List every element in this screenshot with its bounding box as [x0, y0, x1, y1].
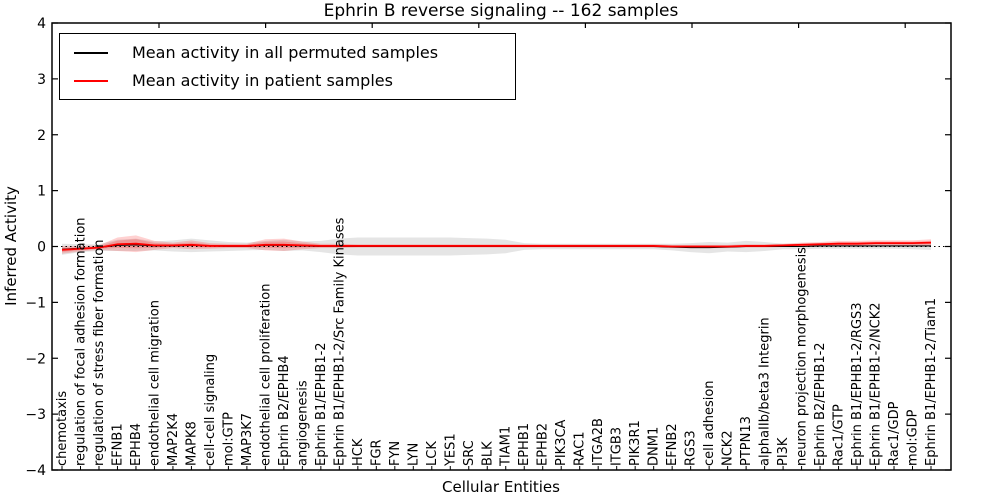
x-tick-label: YES1 — [443, 433, 458, 467]
legend-entry-permuted: Mean activity in all permuted samples — [60, 43, 515, 62]
y-tick-label: −4 — [25, 463, 46, 479]
x-tick-label: chemotaxis — [55, 391, 70, 466]
x-tick-label: Ephrin B1/EPHB1-2/Src Family Kinases — [332, 217, 347, 466]
legend: Mean activity in all permuted samples Me… — [59, 33, 516, 100]
x-tick-label: SRC — [462, 440, 477, 466]
x-axis-label: Cellular Entities — [442, 478, 560, 496]
x-tick-label: FGR — [369, 439, 384, 466]
x-tick-label: endothelial cell migration — [147, 300, 162, 466]
x-tick-label: neuron projection morphogenesis — [795, 247, 810, 466]
x-tick-label: MAP2K4 — [166, 413, 181, 466]
x-tick-label: Ephrin B1/EPHB1-2/Tiam1 — [924, 298, 939, 466]
x-tick-label: mol:GTP — [221, 412, 236, 466]
x-tick-label: EPHB1 — [517, 423, 532, 466]
x-tick-label: endothelial cell proliferation — [258, 284, 273, 467]
x-tick-label: regulation of stress fiber formation — [92, 239, 107, 466]
mean-line-series-1 — [61, 241, 932, 251]
x-tick-label: PIK3CA — [554, 419, 569, 466]
x-tick-label: BLK — [480, 441, 495, 466]
x-tick-label: NCK2 — [721, 430, 736, 466]
x-tick-label: LCK — [425, 441, 440, 466]
y-tick-label: 2 — [37, 128, 46, 144]
x-tick-label: LYN — [406, 443, 421, 466]
x-tick-label: PI3K — [776, 437, 791, 466]
legend-label-permuted: Mean activity in all permuted samples — [132, 43, 439, 62]
legend-label-patient: Mean activity in patient samples — [132, 71, 393, 90]
x-tick-label: ITGB3 — [610, 427, 625, 466]
x-tick-label: MAPK8 — [184, 421, 199, 466]
chart-title: Ephrin B reverse signaling -- 162 sample… — [324, 1, 679, 21]
y-tick-label: 1 — [37, 184, 46, 200]
y-tick-label: 0 — [37, 240, 46, 256]
x-tick-label: EPHB2 — [536, 423, 551, 466]
x-tick-label: DNM1 — [647, 427, 662, 466]
legend-line-red-icon — [74, 79, 108, 82]
x-tick-label: EFNB2 — [665, 423, 680, 466]
x-tick-label: Ephrin B1/EPHB1-2/NCK2 — [869, 302, 884, 466]
x-tick-label: Ephrin B2/EPHB1-2 — [813, 342, 828, 466]
y-tick-label: −1 — [25, 295, 46, 311]
x-tick-label: ITGA2B — [591, 418, 606, 466]
x-tick-label: regulation of focal adhesion formation — [73, 217, 88, 466]
legend-entry-patient: Mean activity in patient samples — [60, 71, 515, 90]
x-tick-label: cell-cell signaling — [203, 354, 218, 466]
x-tick-label: Ephrin B1/EPHB1-2/RGS3 — [850, 302, 865, 466]
x-tick-label: PTPN13 — [739, 416, 754, 466]
y-tick-label: 3 — [37, 72, 46, 88]
y-tick-label: −3 — [25, 407, 46, 423]
x-tick-label: EPHB4 — [129, 423, 144, 466]
x-tick-label: Rac1/GDP — [887, 401, 902, 466]
x-tick-label: PIK3R1 — [628, 420, 643, 466]
x-tick-label: alphaIIb/beta3 Integrin — [758, 317, 773, 466]
x-tick-label: RAC1 — [573, 431, 588, 466]
x-tick-label: mol:GDP — [906, 409, 921, 466]
x-tick-label: Ephrin B2/EPHB4 — [277, 355, 292, 466]
x-tick-label: cell adhesion — [702, 380, 717, 466]
x-tick-label: FYN — [388, 441, 403, 466]
band-series-1 — [62, 235, 931, 254]
x-tick-label: angiogenesis — [295, 380, 310, 466]
x-tick-label: RGS3 — [684, 430, 699, 466]
x-tick-label: EFNB1 — [110, 423, 125, 466]
legend-line-black-icon — [74, 51, 108, 54]
y-tick-label: −2 — [25, 351, 46, 367]
x-tick-label: MAP3K7 — [240, 413, 255, 466]
x-tick-label: Rac1/GTP — [832, 404, 847, 466]
plot-area: 4 3 2 1 0 −1 −2 −3 −4 chemotaxis regulation of foc… — [25, 16, 952, 479]
x-tick-label: Ephrin B1/EPHB1-2 — [314, 342, 329, 466]
x-tick-label: TIAM1 — [499, 426, 514, 467]
x-tick-label: HCK — [351, 438, 366, 466]
y-axis-label: Inferred Activity — [2, 186, 20, 306]
y-tick-label: 4 — [37, 16, 46, 32]
